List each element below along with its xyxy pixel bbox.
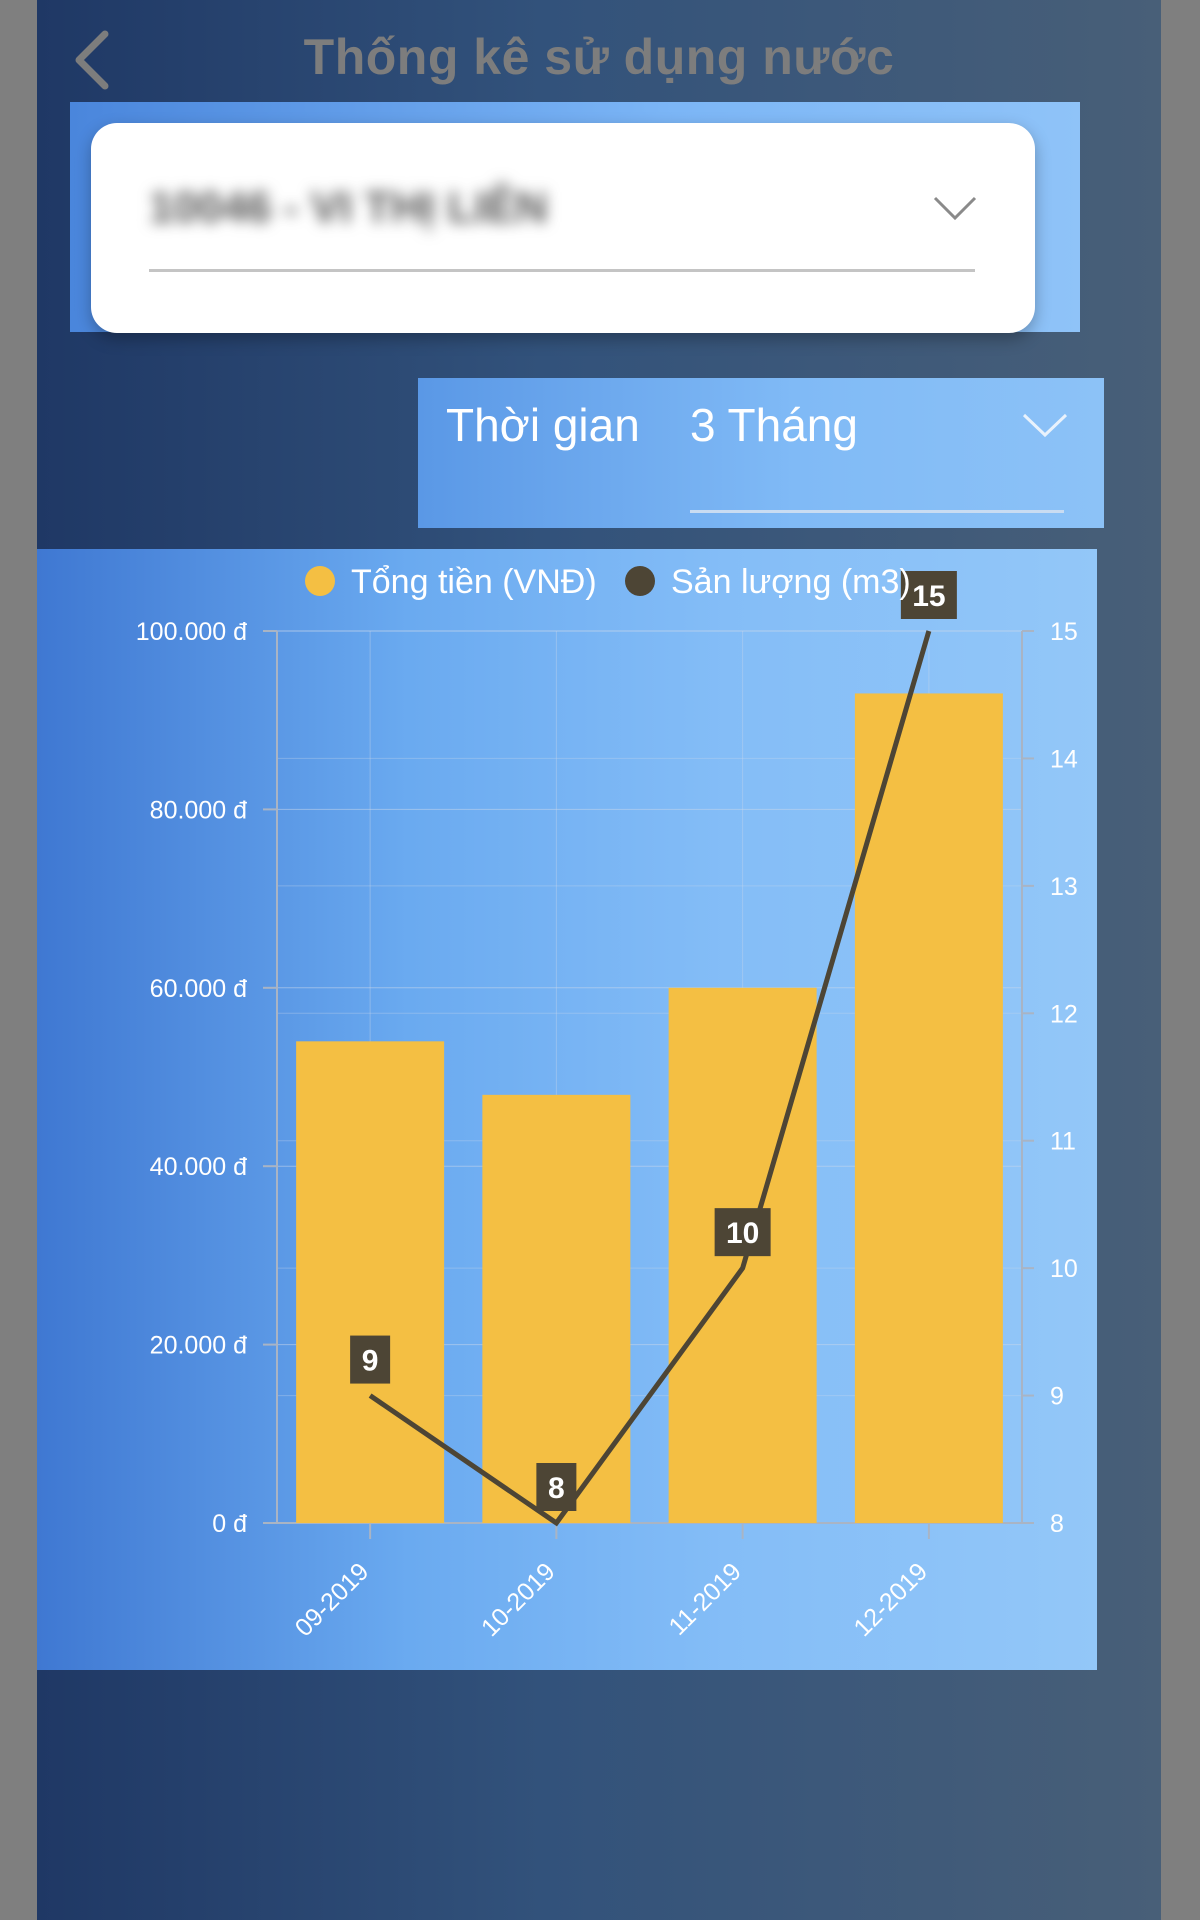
x-tick-label: 11-2019 xyxy=(663,1557,746,1640)
chevron-left-icon xyxy=(75,30,109,90)
y-right-tick-label: 15 xyxy=(1050,618,1078,646)
data-label: 10 xyxy=(726,1217,759,1250)
data-label-box xyxy=(900,571,957,619)
x-tick-label: 12-2019 xyxy=(848,1557,933,1642)
data-label-box xyxy=(714,1208,771,1257)
time-filter: Thời gian 3 Tháng xyxy=(418,378,1104,528)
y-right-tick-label: 10 xyxy=(1050,1255,1078,1283)
account-select[interactable]: 10046 - VI THỊ LIÊN xyxy=(91,123,1035,333)
y-left-tick-label: 80.000 đ xyxy=(150,796,247,824)
bar xyxy=(482,1094,631,1523)
usage-chart: 0 đ 20.000 đ 40.000 đ 60.000 đ 80.000 đ 100.0… xyxy=(37,549,1097,1670)
x-tick-label: 10-2019 xyxy=(476,1557,561,1642)
legend-label-bar: Tổng tiền (VNĐ) xyxy=(351,563,597,601)
time-filter-label: Thời gian xyxy=(446,399,640,451)
time-filter-select[interactable]: 3 Tháng xyxy=(690,399,858,451)
legend-marker-bar xyxy=(305,566,335,596)
data-label: 9 xyxy=(362,1345,379,1378)
legend-label-line: Sản lượng (m3) xyxy=(671,563,911,601)
y-right-tick-label: 14 xyxy=(1050,745,1078,773)
page-title: Thống kê sử dụng nước xyxy=(303,29,895,85)
data-label: 8 xyxy=(548,1472,565,1505)
chevron-down-icon[interactable] xyxy=(933,195,977,221)
y-left-tick-label: 60.000 đ xyxy=(150,975,247,1003)
y-right-tick-label: 8 xyxy=(1050,1510,1064,1538)
time-filter-underline xyxy=(690,510,1064,513)
data-label: 15 xyxy=(912,580,945,613)
chevron-down-icon[interactable] xyxy=(1022,412,1068,438)
y-left-tick-label: 40.000 đ xyxy=(150,1153,247,1181)
line-series xyxy=(368,630,932,1527)
back-button[interactable] xyxy=(61,20,121,100)
y-left-tick-label: 100.000 đ xyxy=(136,618,247,646)
y-left-tick-label: 0 đ xyxy=(212,1510,247,1538)
data-label-box xyxy=(536,1463,577,1511)
x-tick-label: 09-2019 xyxy=(290,1557,375,1642)
bar xyxy=(296,1041,445,1523)
account-select-underline xyxy=(149,269,975,272)
y-right-tick-label: 12 xyxy=(1050,1000,1078,1028)
legend-marker-line xyxy=(625,566,655,596)
chart-svg: 0 đ 20.000 đ 40.000 đ 60.000 đ 80.000 đ 100.0… xyxy=(136,563,1078,1642)
y-right-tick-label: 11 xyxy=(1050,1128,1076,1156)
bar xyxy=(854,693,1003,1523)
account-select-value: 10046 - VI THỊ LIÊN xyxy=(149,183,548,232)
y-right-tick-label: 9 xyxy=(1050,1383,1064,1411)
y-left-tick-label: 20.000 đ xyxy=(150,1332,247,1360)
y-right-tick-label: 13 xyxy=(1050,873,1078,901)
data-label-box xyxy=(350,1335,391,1384)
